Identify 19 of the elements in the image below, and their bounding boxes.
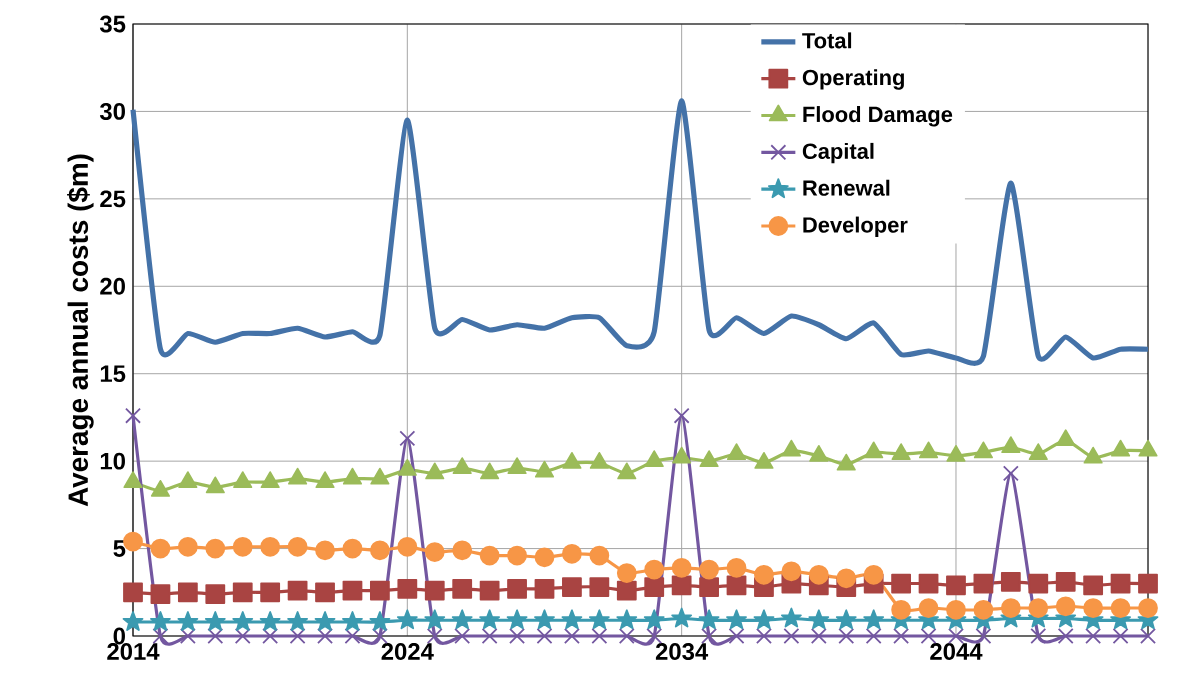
x-tick-label: 2014: [107, 643, 160, 660]
y-tick-label: 25: [100, 190, 126, 208]
y-tick-label: 20: [100, 277, 125, 295]
legend-label: Renewal: [803, 179, 890, 196]
y-tick-label: 30: [99, 102, 125, 120]
legend-label: Flood Damage: [803, 106, 953, 127]
y-tick-label: 15: [100, 365, 126, 383]
y-tick-label: 10: [100, 452, 125, 470]
y-tick-label: 35: [99, 15, 126, 33]
legend-label: Total: [802, 32, 852, 49]
x-tick-label: 2024: [381, 643, 434, 660]
y-tick-label: 5: [113, 540, 126, 557]
legend-label: Developer: [803, 216, 908, 237]
x-tick-label: 2044: [930, 643, 983, 660]
legend-label: Operating: [802, 69, 904, 90]
x-tick-label: 2034: [655, 643, 709, 661]
y-tick-label: 0: [113, 627, 125, 645]
y-axis-title: Average annual costs ($m): [67, 154, 94, 507]
legend-label: Capital: [802, 142, 874, 164]
